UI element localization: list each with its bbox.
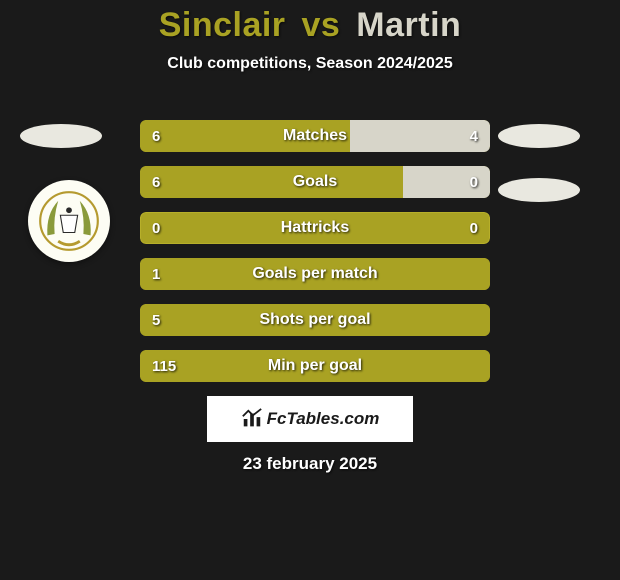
player2-badge-pill-2 <box>498 178 580 202</box>
title: Sinclair vs Martin <box>0 0 620 45</box>
stat-label: Min per goal <box>140 350 490 382</box>
comparison-card: Sinclair vs Martin Club competitions, Se… <box>0 0 620 580</box>
stat-value-player1: 1 <box>152 258 160 290</box>
date-label: 23 february 2025 <box>0 454 620 474</box>
stat-value-player1: 6 <box>152 166 160 198</box>
stat-row: Shots per goal5 <box>140 304 490 336</box>
stat-value-player1: 0 <box>152 212 160 244</box>
stat-value-player1: 5 <box>152 304 160 336</box>
stats-column: Matches64Goals60Hattricks00Goals per mat… <box>140 120 490 396</box>
stat-label: Goals per match <box>140 258 490 290</box>
player1-club-crest <box>28 180 110 262</box>
stat-row: Goals6 0 <box>140 166 490 198</box>
chart-icon <box>241 408 263 430</box>
player1-badge-pill <box>20 124 102 148</box>
player2-badge-pill <box>498 124 580 148</box>
stat-label: Shots per goal <box>140 304 490 336</box>
stat-row: Goals per match1 <box>140 258 490 290</box>
stat-label: Goals <box>140 166 490 198</box>
player1-name: Sinclair <box>159 6 286 44</box>
stat-row: Matches6 4 <box>140 120 490 152</box>
stat-row: Hattricks0 0 <box>140 212 490 244</box>
stat-value-player2: 0 <box>470 212 478 244</box>
vs-label: vs <box>302 6 341 44</box>
fctables-label: FcTables.com <box>267 409 380 429</box>
stat-row: Min per goal115 <box>140 350 490 382</box>
stat-value-player2: 4 <box>470 120 478 152</box>
crest-icon <box>33 185 105 257</box>
player2-name: Martin <box>356 6 461 44</box>
fctables-watermark: FcTables.com <box>207 396 413 442</box>
subtitle: Club competitions, Season 2024/2025 <box>0 55 620 73</box>
stat-label: Matches <box>140 120 490 152</box>
stat-value-player1: 115 <box>152 350 176 382</box>
stat-value-player1: 6 <box>152 120 160 152</box>
stat-value-player2: 0 <box>470 166 478 198</box>
stat-label: Hattricks <box>140 212 490 244</box>
